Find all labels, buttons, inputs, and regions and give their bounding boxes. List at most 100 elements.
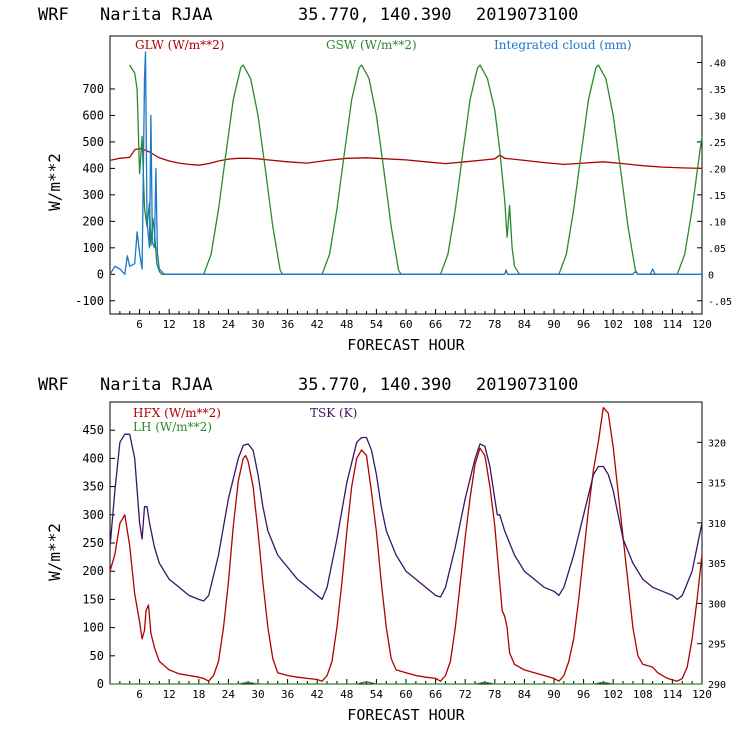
legend-hfx: HFX (W/m**2) (133, 406, 221, 420)
right-tick-label: .25 (708, 138, 726, 149)
x-tick-label: 48 (340, 688, 353, 701)
x-tick-label: 96 (577, 318, 590, 331)
right-tick-label: .40 (708, 58, 726, 69)
x-tick-label: 84 (518, 688, 532, 701)
x-tick-label: 60 (399, 318, 412, 331)
header-model: WRF (38, 375, 69, 395)
x-tick-label: 72 (459, 318, 472, 331)
plot-frame (109, 35, 703, 315)
right-tick-label: 295 (708, 640, 726, 651)
right-tick-label: 315 (708, 479, 726, 490)
x-tick-label: 96 (577, 688, 590, 701)
x-tick-label: 72 (459, 688, 472, 701)
x-tick-label: 66 (429, 318, 442, 331)
x-tick-label: 12 (163, 318, 176, 331)
legend-lh: LH (W/m**2) (133, 420, 212, 434)
series-line-integrated (109, 51, 702, 275)
x-tick-label: 78 (488, 688, 501, 701)
x-tick-label: 90 (547, 688, 560, 701)
x-tick-label: 18 (192, 318, 205, 331)
x-axis-label: FORECAST HOUR (347, 336, 465, 354)
right-tick-label: 305 (708, 559, 726, 570)
header-init-time: 2019073100 (476, 5, 578, 25)
x-tick-label: 36 (281, 318, 294, 331)
x-tick-label: 6 (136, 318, 143, 331)
x-tick-label: 18 (192, 688, 205, 701)
x-axis-label: FORECAST HOUR (347, 706, 465, 724)
legend-gsw: GSW (W/m**2) (326, 38, 417, 52)
x-tick-label: 114 (662, 318, 682, 331)
legend-tsk: TSK (K) (310, 406, 357, 420)
y-tick-label: 700 (82, 82, 104, 96)
right-tick-label: -.05 (708, 297, 732, 308)
x-tick-label: 60 (399, 688, 412, 701)
right-tick-label: .20 (708, 164, 726, 175)
x-tick-label: 24 (222, 318, 236, 331)
x-tick-label: 108 (633, 318, 653, 331)
x-tick-label: 42 (311, 688, 324, 701)
right-tick-label: .30 (708, 111, 726, 122)
y-tick-label: 400 (82, 161, 104, 175)
right-tick-label: 310 (708, 519, 726, 530)
x-tick-label: 78 (488, 318, 501, 331)
right-tick-label: 320 (708, 438, 726, 449)
header-coords: 35.770, 140.390 (298, 375, 452, 395)
right-tick-label: .05 (708, 244, 726, 255)
y-tick-label: 300 (82, 188, 104, 202)
legend-glw: GLW (W/m**2) (135, 38, 224, 52)
x-tick-label: 48 (340, 318, 353, 331)
y-tick-label: 0 (97, 267, 104, 281)
x-tick-label: 114 (662, 688, 682, 701)
header-station: Narita RJAA (100, 5, 213, 25)
right-tick-label: 300 (708, 599, 726, 610)
y-tick-label: 200 (82, 564, 104, 578)
hfx-lh-tsk-panel: WRF Narita RJAA 35.770, 140.390 20190731… (38, 375, 726, 724)
legend-integrated-cloud: Integrated cloud (mm) (494, 38, 632, 52)
x-tick-label: 36 (281, 688, 294, 701)
x-tick-label: 102 (603, 688, 623, 701)
header-coords: 35.770, 140.390 (298, 5, 452, 25)
right-tick-label: .15 (708, 191, 726, 202)
y-tick-label: 500 (82, 135, 104, 149)
x-tick-label: 90 (547, 318, 560, 331)
x-tick-label: 24 (222, 688, 236, 701)
x-tick-label: 30 (251, 318, 264, 331)
series-line-tsk (109, 433, 703, 602)
y-tick-label: 100 (82, 241, 104, 255)
x-tick-label: 66 (429, 688, 442, 701)
y-tick-label: 400 (82, 451, 104, 465)
y-tick-label: 450 (82, 423, 104, 437)
right-tick-label: .10 (708, 217, 726, 228)
x-tick-label: 42 (311, 318, 324, 331)
x-tick-label: 6 (136, 688, 143, 701)
y-tick-label: 250 (82, 536, 104, 550)
series-line-glw (109, 147, 703, 170)
x-tick-label: 120 (692, 318, 712, 331)
y-tick-label: 0 (97, 677, 104, 691)
series-line-gsw (129, 64, 703, 275)
right-tick-label: .35 (708, 85, 726, 96)
header-init-time: 2019073100 (476, 375, 578, 395)
right-tick-label: 0 (708, 270, 714, 281)
glw-gsw-cloud-panel: WRF Narita RJAA 35.770, 140.390 20190731… (38, 5, 732, 354)
y-tick-label: 600 (82, 108, 104, 122)
y-tick-label: 200 (82, 214, 104, 228)
y-axis-label: W/m**2 (45, 153, 64, 211)
x-tick-label: 102 (603, 318, 623, 331)
x-tick-label: 84 (518, 318, 532, 331)
y-tick-label: -100 (75, 294, 104, 308)
right-tick-label: 290 (708, 680, 726, 691)
x-tick-label: 54 (370, 688, 384, 701)
y-axis-label: W/m**2 (45, 523, 64, 581)
series-line-lh (110, 681, 702, 685)
x-tick-label: 30 (251, 688, 264, 701)
y-tick-label: 150 (82, 592, 104, 606)
x-tick-label: 120 (692, 688, 712, 701)
y-tick-label: 350 (82, 480, 104, 494)
x-tick-label: 12 (163, 688, 176, 701)
y-tick-label: 300 (82, 508, 104, 522)
x-tick-label: 54 (370, 318, 384, 331)
y-tick-label: 50 (90, 649, 104, 663)
y-tick-label: 100 (82, 621, 104, 635)
